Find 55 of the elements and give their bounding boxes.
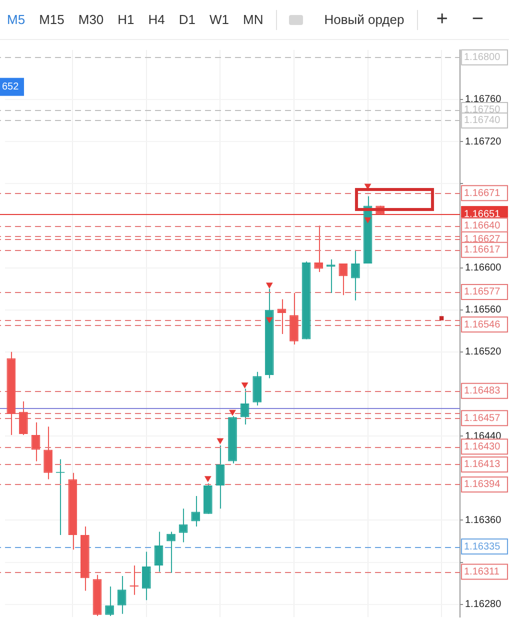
text: H1	[116, 12, 136, 27]
ref-line-label: 1.16413	[464, 459, 501, 470]
text: MN	[242, 12, 264, 27]
text: +	[435, 8, 449, 31]
point	[266, 317, 273, 324]
candlestick	[19, 400, 28, 436]
text: Новый ордер	[323, 12, 406, 27]
y-tick-label: 1.16720	[465, 136, 502, 148]
ref-line-label: 1.16457	[464, 412, 501, 424]
text: W1	[208, 12, 230, 27]
point	[229, 410, 236, 416]
ref-line-label: 1.16750	[464, 104, 501, 116]
point	[216, 438, 224, 444]
ref-line-label: 1.16335	[464, 541, 501, 552]
y-tick-label: 1.16280	[465, 599, 502, 610]
y-tick-label: 1.16520	[465, 346, 502, 358]
text: M30	[77, 12, 105, 27]
candlestick	[130, 564, 139, 596]
y-tick-label: 1.16560	[465, 304, 502, 316]
candlestick	[117, 575, 126, 614]
candlestick	[44, 426, 52, 480]
ref-line-label: 1.16740	[464, 115, 501, 126]
annotation: 652	[2, 82, 20, 93]
y-tick-label: 1.16600	[465, 262, 502, 274]
candlestick	[166, 531, 176, 574]
ref-line-label: 1.16577	[464, 286, 501, 298]
text: M5	[6, 12, 26, 27]
ref-line-label: 1.16640	[464, 220, 501, 232]
y-tick-label: 1.16760	[465, 94, 502, 106]
text: −	[470, 8, 485, 31]
ref-line-label: 1.16394	[464, 479, 501, 490]
candlestick	[142, 551, 151, 601]
ref-line-label: 1.16671	[464, 188, 501, 199]
point	[266, 282, 273, 289]
ref-line-label: 1.16483	[464, 386, 501, 397]
point	[241, 382, 248, 389]
candlestick	[178, 508, 188, 543]
ref-line-label: 1.16617	[464, 244, 501, 256]
point	[204, 476, 212, 482]
point	[364, 217, 372, 224]
candlestick	[154, 531, 164, 572]
text: D1	[178, 12, 197, 27]
candlestick	[314, 225, 324, 272]
text: M15	[38, 12, 66, 27]
ref-line-label: 1.16546	[464, 319, 501, 330]
y-tick-label: 1.16440	[465, 430, 502, 442]
point	[439, 316, 444, 320]
ref-line-label: 1.16627	[464, 234, 501, 246]
ref-line-label: 1.16311	[464, 566, 500, 578]
y-tick-label: 1.16360	[465, 514, 502, 526]
ref-line-label: 1.16800	[464, 52, 501, 64]
ref-line-label: 1.16651	[464, 208, 501, 220]
text: H4	[147, 12, 166, 27]
ref-line-label: 1.16430	[464, 441, 501, 452]
candlestick	[216, 445, 225, 510]
